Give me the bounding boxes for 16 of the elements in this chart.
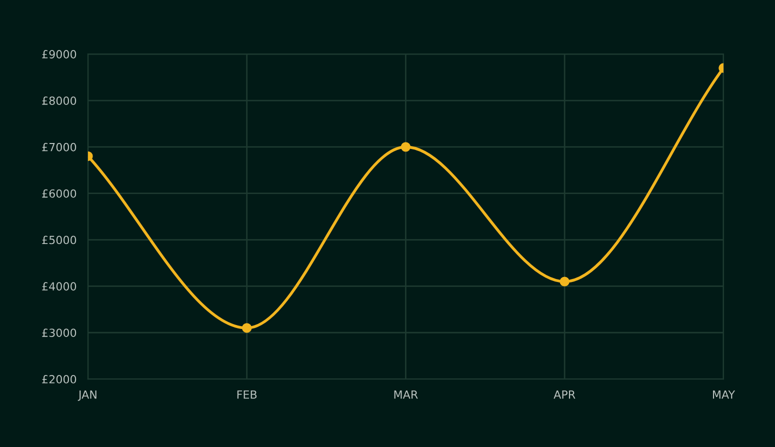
y-tick-label: £7000 [42, 142, 76, 152]
point [560, 276, 570, 286]
y-tick-label: £8000 [42, 96, 76, 105]
x-tick-label: MAR [394, 390, 418, 399]
y-tick-label: £2000 [42, 375, 76, 384]
point [242, 323, 252, 333]
x-tick-label: FEB [237, 390, 257, 399]
y-tick-label: £4000 [42, 282, 76, 291]
y-tick-label: £5000 [42, 236, 76, 244]
x-tick-label: APR [554, 390, 576, 399]
y-tick-label: £9000 [42, 50, 76, 58]
y-tick-label: £6000 [42, 189, 76, 198]
y-tick-label: £3000 [42, 328, 76, 338]
point [400, 142, 411, 152]
x-tick-label: MAY [712, 390, 736, 399]
x-tick-label: JAN [78, 390, 96, 401]
